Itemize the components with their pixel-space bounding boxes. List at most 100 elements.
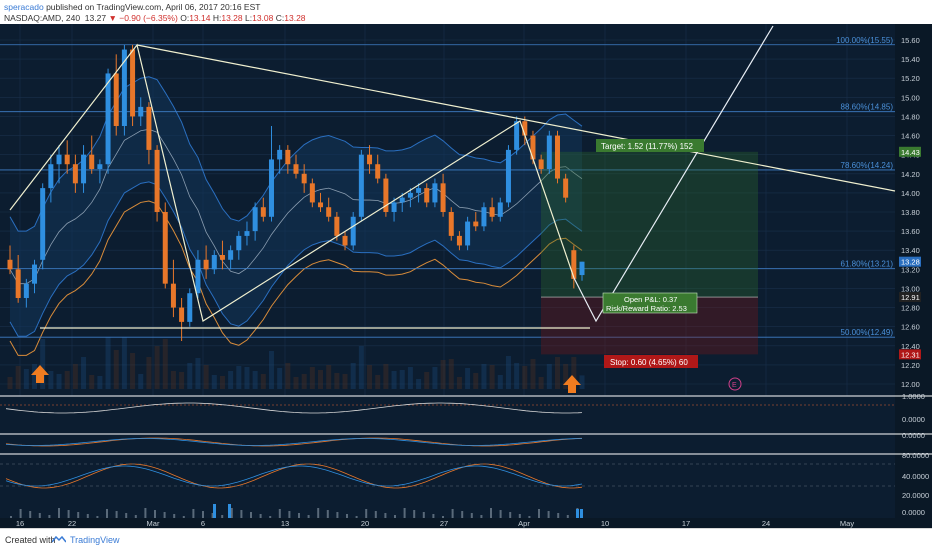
histogram-bar xyxy=(499,510,502,518)
volume-bar xyxy=(89,375,95,389)
histogram-bar xyxy=(480,515,483,518)
candle-body xyxy=(154,149,160,212)
target-label: Target: 1.52 (11.77%) 152 xyxy=(601,142,693,151)
volume-bar xyxy=(113,350,119,389)
price-tick: 12.80 xyxy=(901,304,920,313)
time-tick: 24 xyxy=(762,519,770,528)
volume-bar xyxy=(424,372,430,389)
created-with-label: Created with xyxy=(5,535,56,545)
price-tick: 14.20 xyxy=(901,170,920,179)
oscillator-line xyxy=(5,402,583,414)
volume-bar xyxy=(97,376,103,389)
drawings[interactable] xyxy=(9,25,896,329)
tradingview-brand[interactable]: TradingView xyxy=(70,535,120,545)
earnings-marker[interactable] xyxy=(728,377,742,391)
price-tags: 14.43 13.28 12.91 12.31 xyxy=(899,146,921,360)
volume-bar xyxy=(154,346,160,389)
candle-body xyxy=(97,164,103,169)
volume-bar xyxy=(64,371,70,389)
candle-body xyxy=(334,216,340,236)
candle-body xyxy=(383,178,389,212)
volume-bar xyxy=(105,337,111,389)
histogram-bar xyxy=(278,509,281,518)
fib-level-label: 88.60%(14.85) xyxy=(841,103,894,112)
volume-bar xyxy=(162,339,168,389)
volume-bar xyxy=(546,364,552,389)
candle-body xyxy=(293,164,299,174)
histogram-bar xyxy=(182,516,185,518)
volume-bar xyxy=(530,359,536,389)
candle-body xyxy=(252,207,258,232)
volume-bar xyxy=(334,373,340,389)
volume-bar xyxy=(350,363,356,389)
volume-bar xyxy=(416,379,422,389)
fib-retracement[interactable]: 100.00%(15.55) 88.60%(14.85) 78.60%(14.24)… xyxy=(0,36,895,338)
candle-body xyxy=(277,149,283,160)
candle-body xyxy=(121,49,127,126)
candle-body xyxy=(350,216,356,246)
candle-body xyxy=(301,173,307,184)
volume-bar xyxy=(293,377,299,389)
oscillator-tick: 20.0000 xyxy=(902,491,929,500)
candle-body xyxy=(130,49,136,117)
candle-body xyxy=(473,221,479,227)
author-name[interactable]: speracado xyxy=(4,2,44,12)
candle-body xyxy=(440,183,446,212)
histogram-bar xyxy=(470,513,473,518)
volume-bar xyxy=(7,377,13,389)
risk-reward-label: Risk/Reward Ratio: 2.53 xyxy=(606,304,687,313)
volume-bar xyxy=(285,363,291,389)
time-tick: Mar xyxy=(147,519,160,528)
histogram-bar xyxy=(326,510,329,518)
histogram-bar xyxy=(125,513,128,518)
volume-bar xyxy=(481,364,487,389)
candle-body xyxy=(465,221,471,246)
fib-level-label: 50.00%(12.49) xyxy=(841,328,894,337)
candle-body xyxy=(424,188,430,203)
candle-body xyxy=(407,192,413,198)
histogram-bar xyxy=(10,516,12,518)
price-tick: 14.80 xyxy=(901,112,920,121)
candle-body xyxy=(203,259,209,270)
candle-body xyxy=(538,159,544,169)
volume-bar xyxy=(219,376,225,389)
volume-bar xyxy=(130,353,136,389)
oscillator-tick: 80.0000 xyxy=(902,451,929,460)
volume-bars xyxy=(7,337,585,389)
candle-body xyxy=(48,164,54,189)
stop-label: Stop: 0.60 (4.65%) 60 xyxy=(610,358,688,367)
price-chart[interactable]: 100.00%(15.55) 88.60%(14.85) 78.60%(14.24)… xyxy=(0,24,932,528)
candle-body xyxy=(432,183,438,203)
candle-body xyxy=(146,106,152,150)
histogram-bar xyxy=(509,512,512,518)
candle-body xyxy=(309,183,315,203)
volume-bar xyxy=(15,366,21,389)
volume-bar xyxy=(448,359,454,389)
symbol-label[interactable]: NASDAQ:AMD, 240 xyxy=(4,13,81,23)
histogram-bar xyxy=(580,509,583,518)
volume-bar xyxy=(244,367,250,389)
histogram-bar xyxy=(163,512,166,518)
histogram-bar xyxy=(250,512,252,518)
candle-body xyxy=(32,264,38,284)
time-axis[interactable]: 16 22 Mar 6 13 20 27 Apr 10 17 24 May xyxy=(0,518,932,528)
histogram-bar xyxy=(346,514,348,518)
candle-body xyxy=(563,178,569,198)
time-tick: 6 xyxy=(201,519,205,528)
histogram-bar xyxy=(336,512,339,518)
price-tick: 15.20 xyxy=(901,74,920,83)
publish-line: speracado published on TradingView.com, … xyxy=(4,2,260,12)
volume-bar xyxy=(538,377,544,389)
price-axis[interactable]: 1.0000 0.0000 0.0000 80.0000 40.0000 20.0000 0… xyxy=(901,36,929,517)
symbol-line: NASDAQ:AMD, 240 13.27 ▼ −0.90 (−6.35%) O… xyxy=(4,13,306,23)
signal-arrows xyxy=(31,365,581,393)
price-tick: 12.20 xyxy=(901,361,920,370)
histogram-bar xyxy=(298,513,300,518)
volume-bar xyxy=(260,374,266,389)
arrow-up-icon xyxy=(31,365,49,383)
price-tick: 13.00 xyxy=(901,284,920,293)
volume-bar xyxy=(32,364,38,389)
candle-body xyxy=(579,261,585,276)
candle-body xyxy=(64,154,70,165)
bollinger-lower xyxy=(9,181,583,337)
